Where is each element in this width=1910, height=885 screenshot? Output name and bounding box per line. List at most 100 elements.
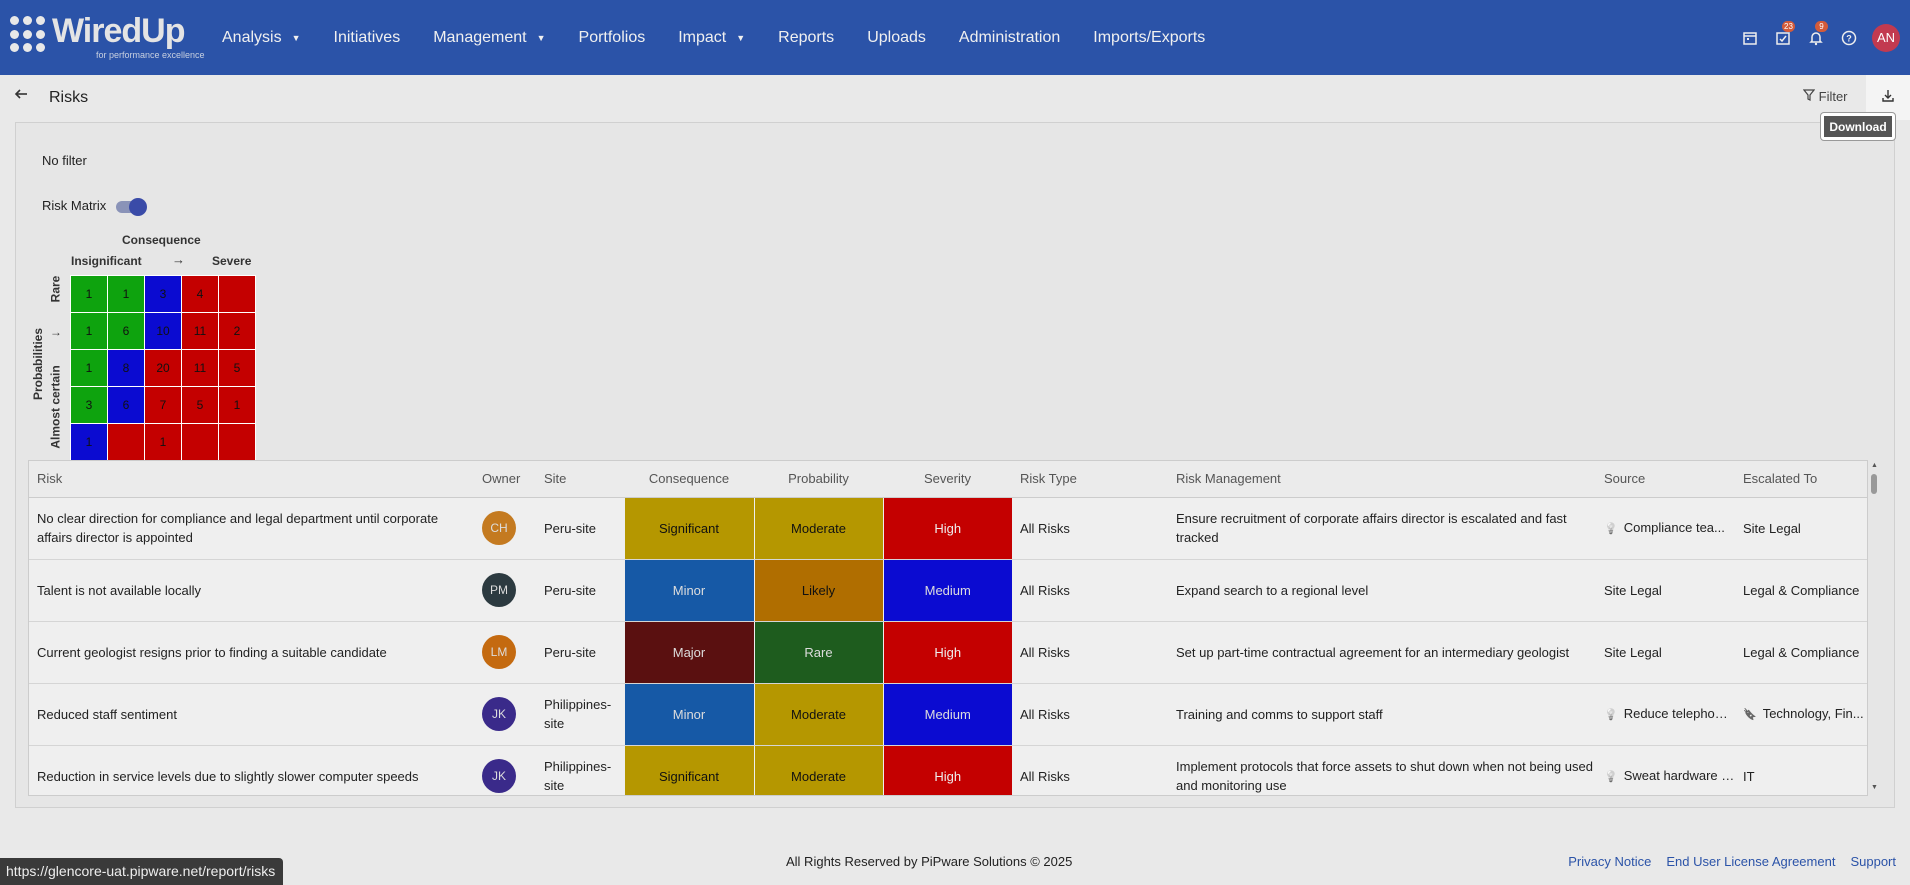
- risk-management-cell: Implement protocols that force assets to…: [1168, 745, 1596, 795]
- matrix-cell[interactable]: [219, 276, 255, 312]
- source-cell[interactable]: Site Legal: [1596, 621, 1735, 684]
- owner-avatar[interactable]: CH: [482, 511, 516, 545]
- risk-cell: Reduced staff sentiment: [29, 683, 474, 746]
- matrix-cell[interactable]: 1: [219, 387, 255, 423]
- nav-item-reports[interactable]: Reports: [778, 29, 834, 47]
- table-row[interactable]: Reduced staff sentiment JK Philippines-sit…: [29, 683, 1867, 746]
- matrix-cell[interactable]: 7: [145, 387, 181, 423]
- matrix-cell[interactable]: 3: [71, 387, 107, 423]
- back-arrow-icon[interactable]: [14, 87, 28, 106]
- matrix-cell[interactable]: 2: [219, 313, 255, 349]
- owner-avatar[interactable]: LM: [482, 635, 516, 669]
- footer: All Rights Reserved by PiPware Solutions…: [0, 840, 1910, 885]
- table-row[interactable]: No clear direction for compliance and le…: [29, 497, 1867, 560]
- nav-item-label: Uploads: [867, 28, 926, 46]
- table-row[interactable]: Reduction in service levels due to sligh…: [29, 745, 1867, 795]
- matrix-cell[interactable]: 20: [145, 350, 181, 386]
- matrix-cell[interactable]: 11: [182, 350, 218, 386]
- bell-icon[interactable]: 9: [1799, 21, 1832, 54]
- lightbulb-icon: 💡: [1604, 770, 1618, 783]
- risk-management-cell: Ensure recruitment of corporate affairs …: [1168, 497, 1596, 560]
- matrix-cell[interactable]: 1: [71, 350, 107, 386]
- matrix-cell[interactable]: 6: [108, 313, 144, 349]
- risk-type-cell: All Risks: [1012, 621, 1168, 684]
- nav-item-portfolios[interactable]: Portfolios: [579, 29, 646, 47]
- table-row[interactable]: Talent is not available locally PM Peru-si…: [29, 559, 1867, 622]
- matrix-cell[interactable]: 10: [145, 313, 181, 349]
- footer-link-support[interactable]: Support: [1850, 854, 1896, 869]
- source-cell[interactable]: 💡 Compliance tea...: [1596, 497, 1735, 560]
- source-cell[interactable]: 💡 Sweat hardware devi: [1596, 745, 1735, 795]
- matrix-cell[interactable]: 5: [219, 350, 255, 386]
- nav-item-impact[interactable]: Impact ▼: [678, 29, 745, 47]
- probability-arrow: ↓: [48, 331, 62, 337]
- caret-down-icon: ▼: [536, 32, 546, 43]
- matrix-cell[interactable]: 1: [145, 424, 181, 460]
- wiredup-logo[interactable]: WiredUp for performance excellence: [10, 12, 205, 62]
- download-button[interactable]: [1866, 75, 1910, 120]
- escalated-label: IT: [1743, 768, 1755, 784]
- nav-item-management[interactable]: Management ▼: [433, 29, 545, 47]
- caret-down-icon: ▼: [736, 32, 746, 43]
- tasks-icon[interactable]: 23: [1766, 21, 1799, 54]
- source-cell[interactable]: Site Legal: [1596, 559, 1735, 622]
- consequence-badge: Minor: [623, 683, 754, 746]
- filter-button[interactable]: Filter: [1802, 89, 1848, 104]
- calendar-icon[interactable]: [1733, 21, 1766, 54]
- column-header-risk-type[interactable]: Risk Type: [1012, 461, 1168, 498]
- matrix-cell[interactable]: [219, 424, 255, 460]
- column-header-risk-management[interactable]: Risk Management: [1168, 461, 1596, 498]
- column-header-owner[interactable]: Owner: [474, 461, 536, 498]
- severity-badge: Medium: [882, 559, 1012, 622]
- escalated-cell: IT: [1735, 745, 1867, 795]
- column-header-risk[interactable]: Risk: [29, 461, 474, 498]
- column-header-consequence[interactable]: Consequence: [624, 461, 754, 498]
- matrix-cell[interactable]: 1: [71, 276, 107, 312]
- risk-matrix-toggle[interactable]: [116, 198, 147, 216]
- matrix-cell[interactable]: 3: [145, 276, 181, 312]
- nav-item-uploads[interactable]: Uploads: [867, 29, 926, 47]
- matrix-cell[interactable]: 11: [182, 313, 218, 349]
- matrix-cell[interactable]: 4: [182, 276, 218, 312]
- site-cell: Peru-site: [536, 559, 624, 622]
- nav-item-initiatives[interactable]: Initiatives: [334, 29, 401, 47]
- source-label: Site Legal: [1604, 644, 1662, 660]
- escalated-cell: 🔖 Technology, Fin...: [1735, 683, 1867, 746]
- footer-link-privacy-notice[interactable]: Privacy Notice: [1568, 854, 1652, 869]
- footer-link-end-user-license-agreement[interactable]: End User License Agreement: [1666, 854, 1836, 869]
- owner-avatar[interactable]: JK: [482, 759, 516, 793]
- matrix-cell[interactable]: [108, 424, 144, 460]
- table-row[interactable]: Current geologist resigns prior to findi…: [29, 621, 1867, 684]
- nav-item-label: Imports/Exports: [1093, 28, 1206, 46]
- matrix-cell[interactable]: 8: [108, 350, 144, 386]
- logo-tagline: for performance excellence: [96, 50, 205, 60]
- column-header-site[interactable]: Site: [536, 461, 624, 498]
- escalated-cell: Legal & Compliance: [1735, 621, 1867, 684]
- matrix-cell[interactable]: 1: [71, 313, 107, 349]
- column-header-severity[interactable]: Severity: [883, 461, 1012, 498]
- column-header-source[interactable]: Source: [1596, 461, 1735, 498]
- source-cell[interactable]: 💡 Reduce telephony pr: [1596, 683, 1735, 746]
- matrix-cell[interactable]: 1: [108, 276, 144, 312]
- matrix-cell[interactable]: 6: [108, 387, 144, 423]
- column-header-escalated-to[interactable]: Escalated To: [1735, 461, 1867, 498]
- nav-item-imports-exports[interactable]: Imports/Exports: [1093, 29, 1205, 47]
- risk-management-cell: Set up part-time contractual agreement f…: [1168, 621, 1596, 684]
- owner-avatar[interactable]: PM: [482, 573, 516, 607]
- risk-type-cell: All Risks: [1012, 497, 1168, 560]
- owner-cell: LM: [474, 621, 536, 684]
- column-header-probability[interactable]: Probability: [754, 461, 883, 498]
- matrix-cell[interactable]: 5: [182, 387, 218, 423]
- probability-badge: Moderate: [753, 683, 883, 746]
- logo-dots-icon: [10, 16, 48, 54]
- nav-item-label: Impact: [678, 28, 727, 46]
- nav-item-analysis[interactable]: Analysis ▼: [222, 29, 301, 47]
- help-icon[interactable]: ?: [1832, 21, 1865, 54]
- matrix-cell[interactable]: 1: [71, 424, 107, 460]
- consequence-badge: Significant: [623, 745, 754, 795]
- user-avatar[interactable]: AN: [1872, 23, 1900, 52]
- owner-avatar[interactable]: JK: [482, 697, 516, 731]
- nav-item-administration[interactable]: Administration: [959, 29, 1060, 47]
- table-scrollbar[interactable]: ▲ ▼: [1871, 462, 1878, 791]
- matrix-cell[interactable]: [182, 424, 218, 460]
